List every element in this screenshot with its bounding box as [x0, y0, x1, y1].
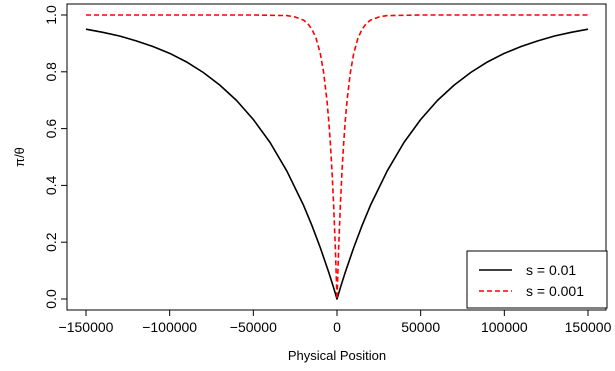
y-tick-label: 0.0 [43, 289, 59, 309]
y-tick-label: 0.2 [43, 232, 59, 252]
x-tick-label: −50000 [230, 319, 277, 335]
x-axis-label: Physical Position [288, 348, 386, 363]
y-tick-label: 0.6 [43, 119, 59, 139]
y-tick-label: 1.0 [43, 5, 59, 25]
x-axis: −150000 −100000 −50000 0 50000 100000 150000 [59, 310, 612, 335]
legend-entry-s-0.01: s = 0.01 [526, 262, 576, 278]
series-line-s-0.01 [85, 28, 589, 300]
y-tick-label: 0.4 [43, 175, 59, 195]
x-tick-label: 0 [333, 319, 341, 335]
y-tick-label: 0.8 [43, 62, 59, 82]
y-axis-label: π/θ [12, 147, 27, 167]
legend-box [466, 250, 608, 309]
legend: s = 0.01 s = 0.001 [466, 250, 608, 309]
legend-entry-s-0.001: s = 0.001 [526, 283, 584, 299]
series-layer [85, 14, 589, 300]
x-tick-label: 150000 [565, 319, 612, 335]
x-tick-label: 50000 [401, 319, 440, 335]
x-tick-label: 100000 [481, 319, 528, 335]
y-axis: 0.0 0.2 0.4 0.6 0.8 1.0 [43, 5, 67, 309]
x-tick-label: −100000 [142, 319, 197, 335]
x-tick-label: −150000 [59, 319, 114, 335]
